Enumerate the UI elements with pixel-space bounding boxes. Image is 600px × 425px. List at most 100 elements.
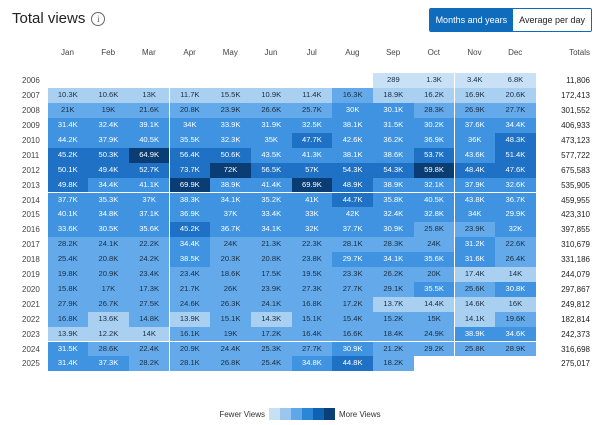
heatmap-cell[interactable]: 20.6K (495, 88, 536, 104)
heatmap-cell[interactable]: 37.1K (128, 207, 170, 223)
heatmap-cell[interactable]: 34.1K (373, 252, 414, 267)
heatmap-cell[interactable]: 14K (495, 267, 536, 282)
heatmap-cell[interactable]: 14K (128, 326, 170, 342)
heatmap-cell[interactable]: 35.3K (88, 192, 129, 208)
heatmap-cell[interactable]: 17.5K (251, 267, 292, 282)
heatmap-cell[interactable]: 20.8K (169, 103, 211, 118)
heatmap-cell[interactable]: 40.1K (47, 207, 88, 223)
heatmap-cell[interactable]: 50.6K (210, 147, 251, 163)
heatmap-cell[interactable]: 38.1K (332, 147, 373, 163)
heatmap-cell[interactable]: 27.7K (291, 341, 333, 357)
heatmap-cell[interactable]: 17.3K (128, 281, 170, 297)
heatmap-cell[interactable]: 34K (454, 207, 495, 223)
heatmap-cell[interactable]: 13K (128, 88, 170, 104)
heatmap-cell[interactable]: 28.3K (413, 103, 455, 118)
heatmap-cell[interactable]: 38.3K (169, 192, 211, 208)
heatmap-cell[interactable]: 73.7K (169, 162, 211, 178)
heatmap-cell[interactable]: 45.2K (169, 222, 211, 238)
heatmap-cell[interactable]: 20.9K (169, 341, 211, 357)
heatmap-cell[interactable]: 41.1K (128, 177, 170, 193)
heatmap-cell[interactable]: 21K (47, 103, 88, 118)
heatmap-cell[interactable]: 48.3K (495, 132, 536, 148)
heatmap-cell[interactable]: 16.1K (169, 326, 211, 342)
heatmap-cell[interactable]: 24K (210, 237, 251, 253)
heatmap-cell[interactable]: 38.9K (454, 326, 495, 342)
heatmap-cell[interactable]: 38.6K (373, 147, 414, 163)
average-per-day-button[interactable]: Average per day (513, 9, 591, 31)
heatmap-cell[interactable]: 10.6K (88, 88, 129, 104)
heatmap-cell[interactable]: 13.9K (47, 326, 88, 342)
heatmap-cell[interactable]: 42.6K (332, 132, 373, 148)
heatmap-cell[interactable]: 34.1K (251, 222, 292, 238)
heatmap-cell[interactable]: 41.4K (251, 177, 292, 193)
heatmap-cell[interactable]: 32.1K (413, 177, 455, 193)
heatmap-cell[interactable]: 43.6K (454, 147, 495, 163)
heatmap-cell[interactable]: 16.9K (454, 88, 495, 104)
heatmap-cell[interactable]: 24.1K (251, 296, 292, 312)
heatmap-cell[interactable]: 54.3K (332, 162, 373, 178)
heatmap-cell[interactable]: 10.9K (251, 88, 292, 104)
heatmap-cell[interactable]: 69.9K (169, 177, 211, 193)
heatmap-cell[interactable]: 26K (210, 281, 251, 297)
heatmap-cell[interactable]: 43.8K (454, 192, 495, 208)
heatmap-cell[interactable]: 16.4K (291, 326, 333, 342)
heatmap-cell[interactable]: 49.4K (88, 162, 129, 178)
heatmap-cell[interactable]: 45.2K (47, 147, 88, 163)
heatmap-cell[interactable]: 15.2K (373, 311, 414, 327)
heatmap-cell[interactable]: 21.3K (251, 237, 292, 253)
heatmap-cell[interactable]: 11.4K (291, 88, 333, 104)
heatmap-cell[interactable]: 54.3K (373, 162, 414, 178)
heatmap-cell[interactable]: 69.9K (291, 177, 333, 193)
heatmap-cell[interactable]: 50.3K (88, 147, 129, 163)
heatmap-cell[interactable]: 38.1K (332, 118, 373, 133)
heatmap-cell[interactable]: 35.5K (413, 281, 455, 297)
heatmap-cell[interactable]: 56.5K (251, 162, 292, 178)
heatmap-cell[interactable]: 34.8K (88, 207, 129, 223)
heatmap-cell[interactable]: 21.7K (169, 281, 211, 297)
heatmap-cell[interactable]: 289 (373, 73, 414, 89)
heatmap-cell[interactable]: 39.1K (128, 118, 170, 133)
heatmap-cell[interactable]: 33.6K (47, 222, 88, 238)
heatmap-cell[interactable]: 44.8K (332, 356, 373, 372)
heatmap-cell[interactable]: 23.3K (332, 267, 373, 282)
heatmap-cell[interactable]: 31.6K (454, 252, 495, 267)
heatmap-cell[interactable]: 30.8K (495, 281, 536, 297)
heatmap-cell[interactable]: 18.2K (373, 356, 414, 372)
heatmap-cell[interactable]: 19.8K (47, 267, 88, 282)
heatmap-cell[interactable]: 31.4K (47, 118, 88, 133)
heatmap-cell[interactable]: 19.5K (291, 267, 333, 282)
heatmap-cell[interactable]: 16.2K (413, 88, 455, 104)
info-icon[interactable]: i (91, 11, 106, 26)
heatmap-cell[interactable]: 14.1K (454, 311, 495, 327)
heatmap-cell[interactable]: 32.4K (88, 118, 129, 133)
heatmap-cell[interactable]: 32.4K (373, 207, 414, 223)
heatmap-cell[interactable]: 26.6K (251, 103, 292, 118)
heatmap-cell[interactable]: 16.3K (332, 88, 373, 104)
heatmap-cell[interactable]: 20K (413, 267, 455, 282)
heatmap-cell[interactable]: 15K (413, 311, 455, 327)
heatmap-cell[interactable]: 25.4K (47, 252, 88, 267)
heatmap-cell[interactable]: 23.9K (251, 281, 292, 297)
heatmap-cell[interactable]: 36K (454, 132, 495, 148)
heatmap-cell[interactable]: 35.2K (251, 192, 292, 208)
heatmap-cell[interactable]: 59.8K (413, 162, 455, 178)
heatmap-cell[interactable]: 25.4K (251, 356, 292, 372)
heatmap-cell[interactable]: 26.9K (454, 103, 495, 118)
heatmap-cell[interactable]: 28.2K (128, 356, 170, 372)
heatmap-cell[interactable]: 27.5K (128, 296, 170, 312)
heatmap-cell[interactable]: 44.7K (332, 192, 373, 208)
heatmap-cell[interactable]: 38.9K (373, 177, 414, 193)
heatmap-cell[interactable]: 20.8K (251, 252, 292, 267)
heatmap-cell[interactable]: 37.9K (88, 132, 129, 148)
heatmap-cell[interactable]: 17K (88, 281, 129, 297)
heatmap-cell[interactable]: 52.7K (128, 162, 170, 178)
heatmap-cell[interactable]: 23.9K (454, 222, 495, 238)
heatmap-cell[interactable]: 26.7K (88, 296, 129, 312)
heatmap-cell[interactable]: 24.6K (169, 296, 211, 312)
heatmap-cell[interactable]: 24.2K (128, 252, 170, 267)
heatmap-cell[interactable]: 36.9K (413, 132, 455, 148)
heatmap-cell[interactable]: 19.6K (495, 311, 536, 327)
heatmap-cell[interactable]: 16K (495, 296, 536, 312)
heatmap-cell[interactable]: 17.2K (332, 296, 373, 312)
heatmap-cell[interactable]: 13.6K (88, 311, 129, 327)
